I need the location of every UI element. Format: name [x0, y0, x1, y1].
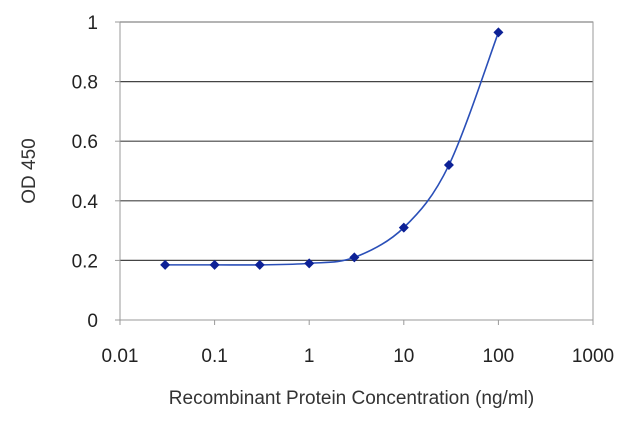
x-tick-label: 10: [393, 346, 414, 367]
y-tick-label: 0.2: [72, 251, 98, 272]
y-tick-label: 0.6: [72, 132, 98, 153]
x-axis-title: Recombinant Protein Concentration (ng/ml…: [169, 388, 534, 409]
y-axis-title: OD 450: [19, 138, 40, 203]
y-tick-label: 0.8: [72, 73, 98, 94]
x-axis-ticks: 0.01 0.1 1 10 100 1000: [102, 320, 614, 367]
data-point-marker: [160, 259, 171, 270]
data-point-marker: [349, 252, 360, 263]
data-point-marker: [493, 27, 504, 38]
data-point-marker: [443, 160, 454, 171]
y-axis-ticks: 0 0.2 0.4 0.6 0.8 1: [72, 13, 120, 332]
x-tick-label: 1000: [572, 346, 614, 367]
x-tick-label: 0.1: [201, 346, 227, 367]
y-tick-label: 1: [87, 13, 98, 34]
series-line: [165, 32, 500, 266]
data-point-marker: [304, 258, 315, 269]
gridlines: [120, 21, 593, 261]
data-point-marker: [398, 222, 409, 233]
series-markers: [160, 27, 504, 270]
x-tick-label: 100: [483, 346, 515, 367]
y-tick-label: 0.4: [72, 192, 99, 213]
x-tick-label: 0.01: [102, 346, 139, 367]
data-point-marker: [254, 259, 265, 270]
plot-area-frame: [119, 21, 594, 321]
data-point-marker: [209, 259, 220, 270]
y-tick-label: 0: [87, 311, 98, 332]
x-tick-label: 1: [304, 346, 315, 367]
